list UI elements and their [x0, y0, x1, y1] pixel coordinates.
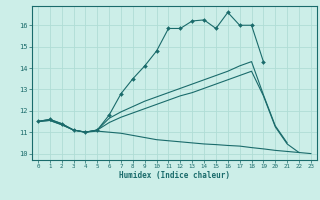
X-axis label: Humidex (Indice chaleur): Humidex (Indice chaleur): [119, 171, 230, 180]
